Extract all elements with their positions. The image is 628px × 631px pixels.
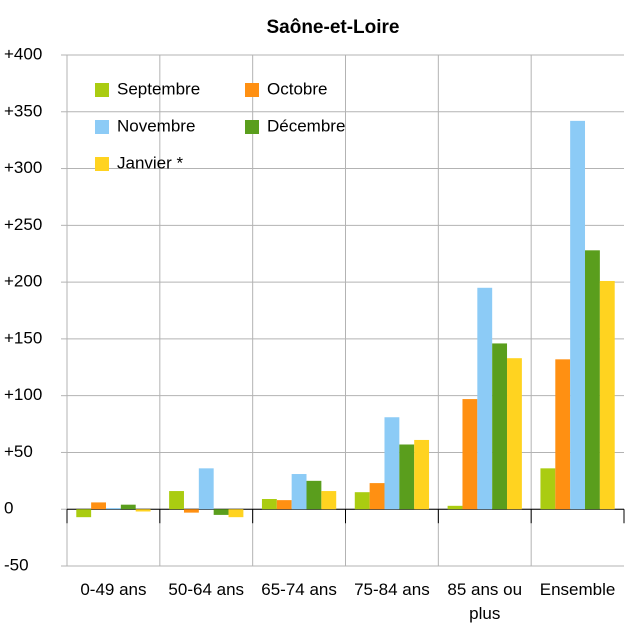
y-tick-label: +50	[4, 442, 33, 461]
bar	[261, 499, 277, 510]
bar	[369, 483, 385, 510]
bar	[570, 120, 586, 510]
bar	[555, 359, 571, 510]
bar	[228, 509, 244, 518]
bar	[585, 250, 600, 510]
x-tick-label: 85 ans ou plus	[447, 580, 523, 623]
y-tick-label: +100	[4, 385, 42, 404]
bar	[354, 492, 370, 510]
legend-label: Décembre	[267, 116, 345, 135]
bar	[384, 417, 400, 510]
bar	[447, 505, 463, 510]
bar	[321, 491, 337, 510]
bar	[462, 399, 478, 510]
legend-swatch	[95, 157, 109, 171]
x-tick-label: 0-49 ans	[80, 580, 147, 599]
bar	[91, 502, 106, 510]
x-tick-label: Ensemble	[539, 580, 616, 599]
bar	[507, 358, 522, 510]
legend-swatch	[95, 83, 109, 97]
bar	[135, 509, 151, 512]
chart-title: Saône-et-Loire	[266, 17, 399, 38]
x-tick-label: 50-64 ans	[168, 580, 245, 599]
bar	[105, 508, 121, 510]
legend-swatch	[95, 120, 109, 134]
legend-swatch	[245, 120, 259, 134]
y-tick-label: +150	[4, 328, 42, 347]
y-tick-label: +200	[4, 272, 42, 291]
x-tick-label: 65-74 ans	[261, 580, 337, 599]
bar	[477, 287, 493, 510]
legend-label: Septembre	[117, 79, 200, 98]
y-tick-label: +400	[4, 44, 42, 63]
y-tick-label: +350	[4, 101, 42, 120]
bar	[213, 509, 229, 515]
bar	[120, 504, 136, 510]
bar	[198, 468, 214, 510]
bar	[306, 480, 322, 510]
bar	[291, 474, 307, 510]
y-tick-label: +250	[4, 215, 42, 234]
y-tick-label: -50	[4, 555, 29, 574]
legend-label: Octobre	[267, 79, 327, 98]
bar	[183, 509, 199, 513]
bar	[414, 439, 430, 510]
legend-label: Novembre	[117, 116, 195, 135]
legend-label: Janvier *	[117, 153, 184, 172]
bar	[169, 491, 184, 510]
bar	[599, 280, 615, 510]
y-tick-label: 0	[4, 499, 13, 518]
x-tick-label: 75-84 ans	[354, 580, 430, 599]
bar	[76, 509, 92, 518]
bar	[540, 468, 556, 510]
bar	[492, 343, 508, 510]
legend-swatch	[245, 83, 259, 97]
bar	[276, 500, 292, 510]
y-tick-label: +300	[4, 158, 42, 177]
bar	[399, 444, 415, 510]
